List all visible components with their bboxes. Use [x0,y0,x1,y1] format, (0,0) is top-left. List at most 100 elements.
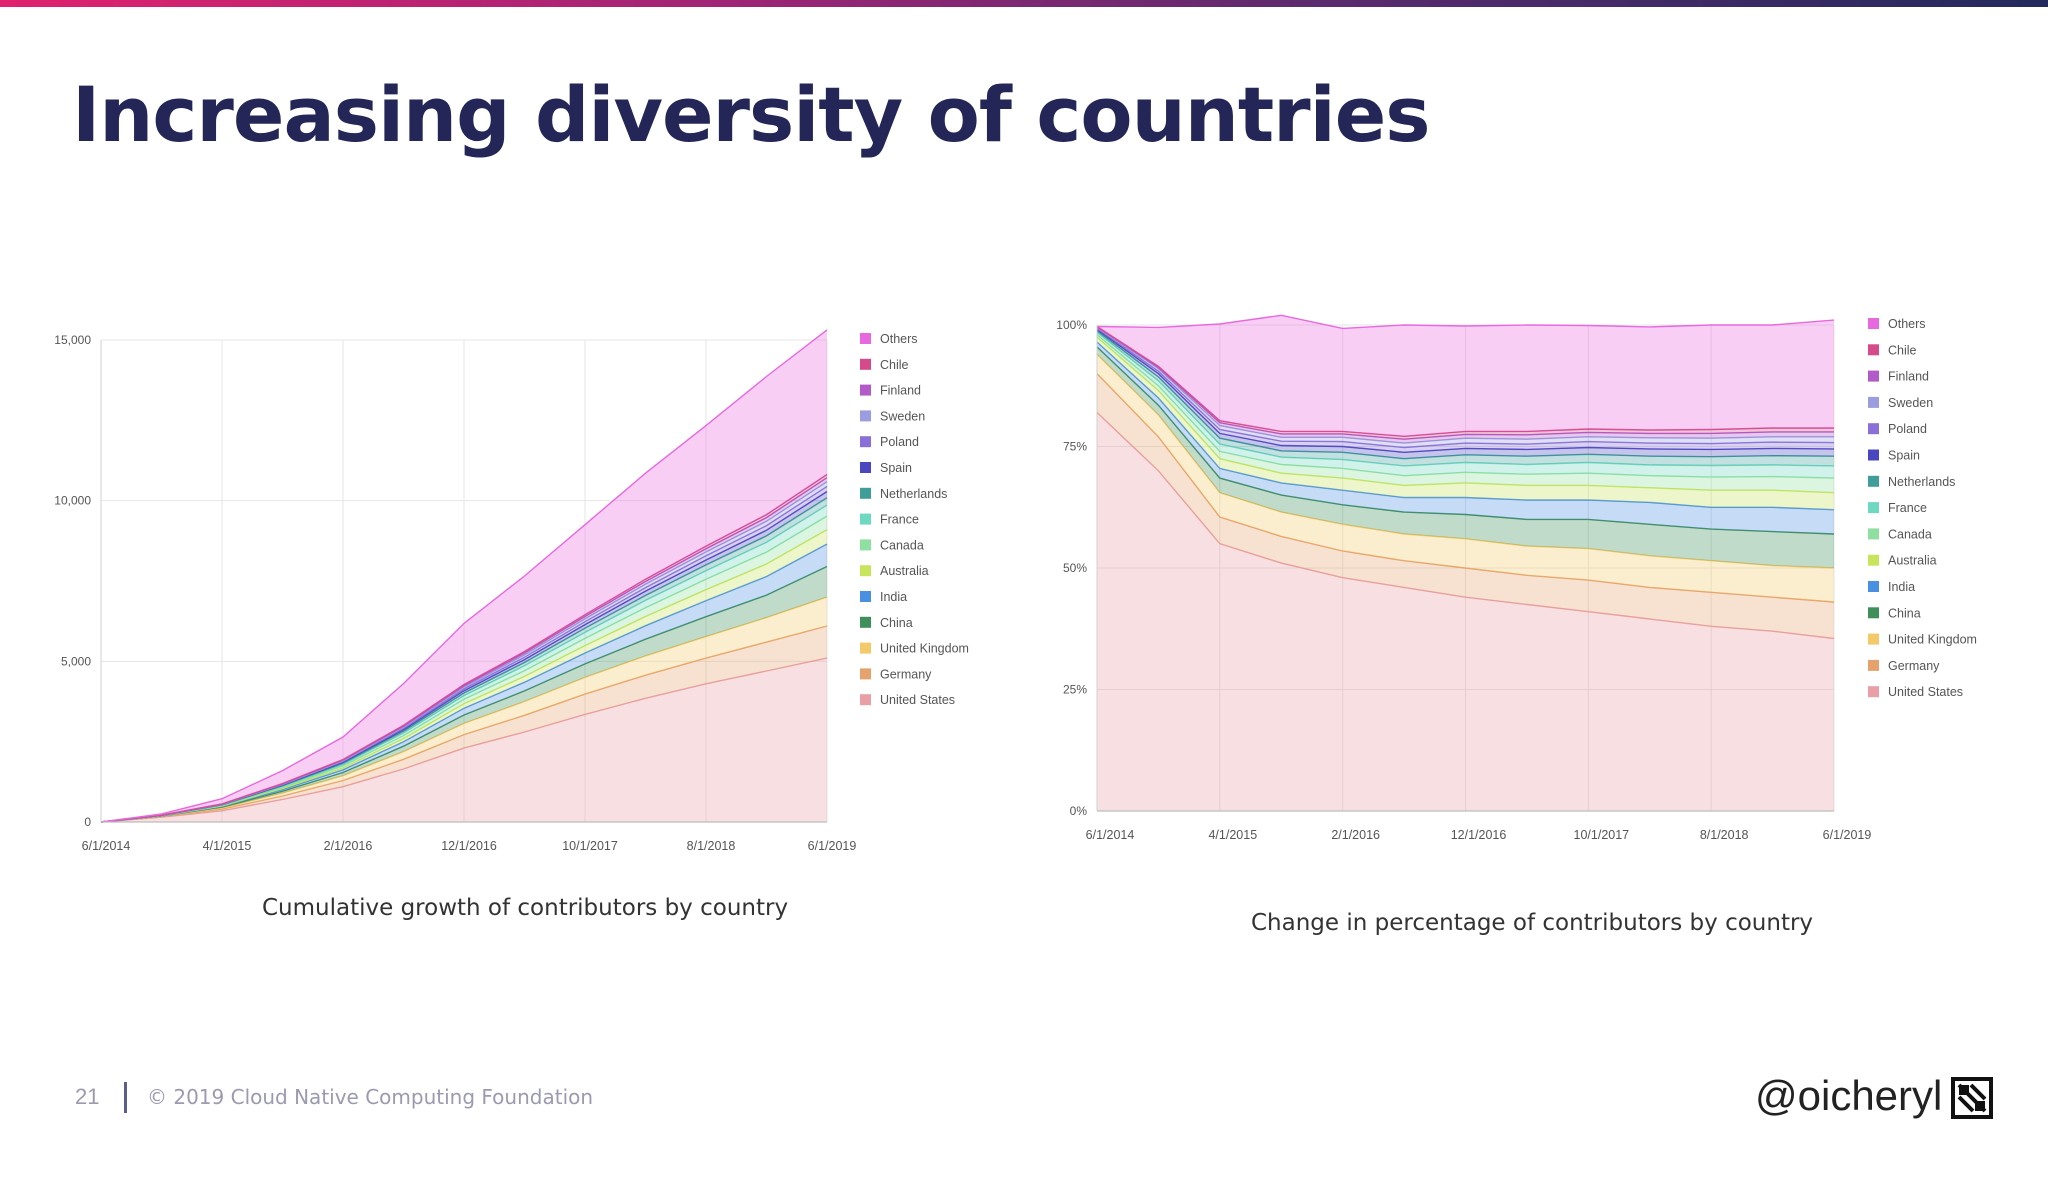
line-chile [1096,325,1834,438]
x-tick-label: 6/1/2014 [1086,828,1135,842]
line-india [1096,341,1835,511]
legend-swatch-australia [1868,554,1879,566]
y-tick-label: 15,000 [54,333,91,347]
line-china [1096,346,1835,535]
legend-swatch-canada [1868,528,1879,540]
legend-label-others: Others [880,332,918,346]
legend-label-australia: Australia [1888,554,1937,568]
x-tick-label: 8/1/2018 [687,839,736,853]
legend-label-canada: Canada [1888,527,1932,541]
legend-swatch-canada [860,539,871,551]
line-united-kingdom [1096,353,1835,569]
line-canada [1096,334,1835,479]
legend-swatch-others [1868,318,1879,329]
legend-label-poland: Poland [880,435,919,449]
legend-swatch-finland [860,384,871,396]
legend-label-china: China [1888,606,1921,620]
line-germany [1096,373,1835,603]
x-tick-label: 2/1/2016 [1331,828,1380,842]
legend-label-united-states: United States [1888,685,1963,699]
x-tick-label: 6/1/2019 [808,839,857,853]
legend-label-india: India [1888,580,1915,594]
line-spain [1096,328,1835,454]
y-tick-label: 100% [1056,318,1087,332]
legend-swatch-france [1868,502,1879,514]
legend-swatch-finland [1868,370,1879,382]
legend-swatch-france [860,513,871,525]
x-tick-label: 10/1/2017 [562,839,618,853]
legend-swatch-netherlands [860,487,871,499]
y-tick-label: 50% [1063,561,1087,575]
legend-label-netherlands: Netherlands [1888,475,1955,489]
x-tick-label: 6/1/2019 [1823,828,1872,842]
line-united-states [100,657,828,823]
legend-label-chile: Chile [1888,343,1917,357]
legend-swatch-united-states [860,694,871,706]
legend-label-france: France [880,513,919,527]
legend-label-australia: Australia [880,564,929,578]
legend-swatch-netherlands [1868,475,1879,487]
line-united-states [1096,411,1835,640]
cumulative-contributors-chart: 0 5,000 10,000 15,000 6/1/2014 4/1/2015 2/1/20… [54,329,969,853]
legend-label-poland: Poland [1888,422,1927,436]
legend-swatch-chile [1868,344,1879,356]
legend-label-united-kingdom: United Kingdom [880,642,969,656]
legend-swatch-germany [860,668,871,680]
percentage-contributors-chart: 0% 25% 50% 75% 100% 6/1/2014 4/1/2015 2/1/2016 1… [1056,314,1977,842]
legend-swatch-australia [860,565,871,577]
area-india [1097,342,1834,534]
legend-label-united-kingdom: United Kingdom [1888,633,1977,647]
legend-swatch-india [1868,581,1879,592]
y-tick-label: 75% [1063,440,1087,454]
legend-swatch-united-states [1868,686,1879,698]
legend-label-france: France [1888,501,1927,515]
legend-swatch-china [1868,607,1879,619]
legend-label-sweden: Sweden [880,409,925,423]
legend-label-chile: Chile [880,358,909,372]
page-number: 21 [75,1084,100,1109]
x-tick-label: 2/1/2016 [324,839,373,853]
legend-swatch-spain [860,462,871,473]
area-germany [1097,373,1834,639]
line-poland [1096,327,1835,449]
line-australia [1096,336,1835,494]
x-tick-label: 4/1/2015 [203,839,252,853]
legend-label-india: India [880,590,907,604]
x-tick-label: 10/1/2017 [1574,828,1630,842]
legend-label-canada: Canada [880,538,924,552]
legend-label-finland: Finland [1888,370,1929,384]
area-united-kingdom [1097,354,1834,602]
x-tick-label: 8/1/2018 [1700,828,1749,842]
top-accent-bar [0,0,2048,7]
line-sweden [1096,326,1834,444]
page-title: Increasing diversity of countries [72,70,1430,159]
legend-swatch-poland [860,436,871,448]
legend-label-spain: Spain [880,461,912,475]
line-germany [100,625,828,823]
line-others [100,329,828,823]
line-finland [1096,326,1834,440]
footer-divider [124,1082,127,1113]
copyright-text: © 2019 Cloud Native Computing Foundation [147,1085,594,1109]
line-chile [100,473,828,823]
legend-swatch-united-kingdom [860,642,871,654]
x-tick-label: 4/1/2015 [1208,828,1257,842]
line-france [1096,331,1835,467]
left-chart-caption: Cumulative growth of contributors by cou… [262,895,789,921]
legend-swatch-germany [1868,659,1879,671]
area-united-states [101,658,827,822]
area-australia [1097,337,1834,510]
legend-label-germany: Germany [880,667,932,681]
legend-swatch-spain [1868,449,1879,461]
line-netherlands [1096,330,1835,460]
legend-swatch-others [860,333,871,344]
legend-swatch-sweden [1868,396,1879,408]
x-tick-label: 12/1/2016 [1451,828,1507,842]
twitter-handle: @oicheryl [1755,1072,1943,1119]
area-china [1097,346,1834,568]
right-chart-caption: Change in percentage of contributors by … [1251,910,1814,936]
line-united-kingdom [100,596,828,823]
legend-label-china: China [880,616,913,630]
legend-label-netherlands: Netherlands [880,487,947,501]
legend-label-finland: Finland [880,384,921,398]
